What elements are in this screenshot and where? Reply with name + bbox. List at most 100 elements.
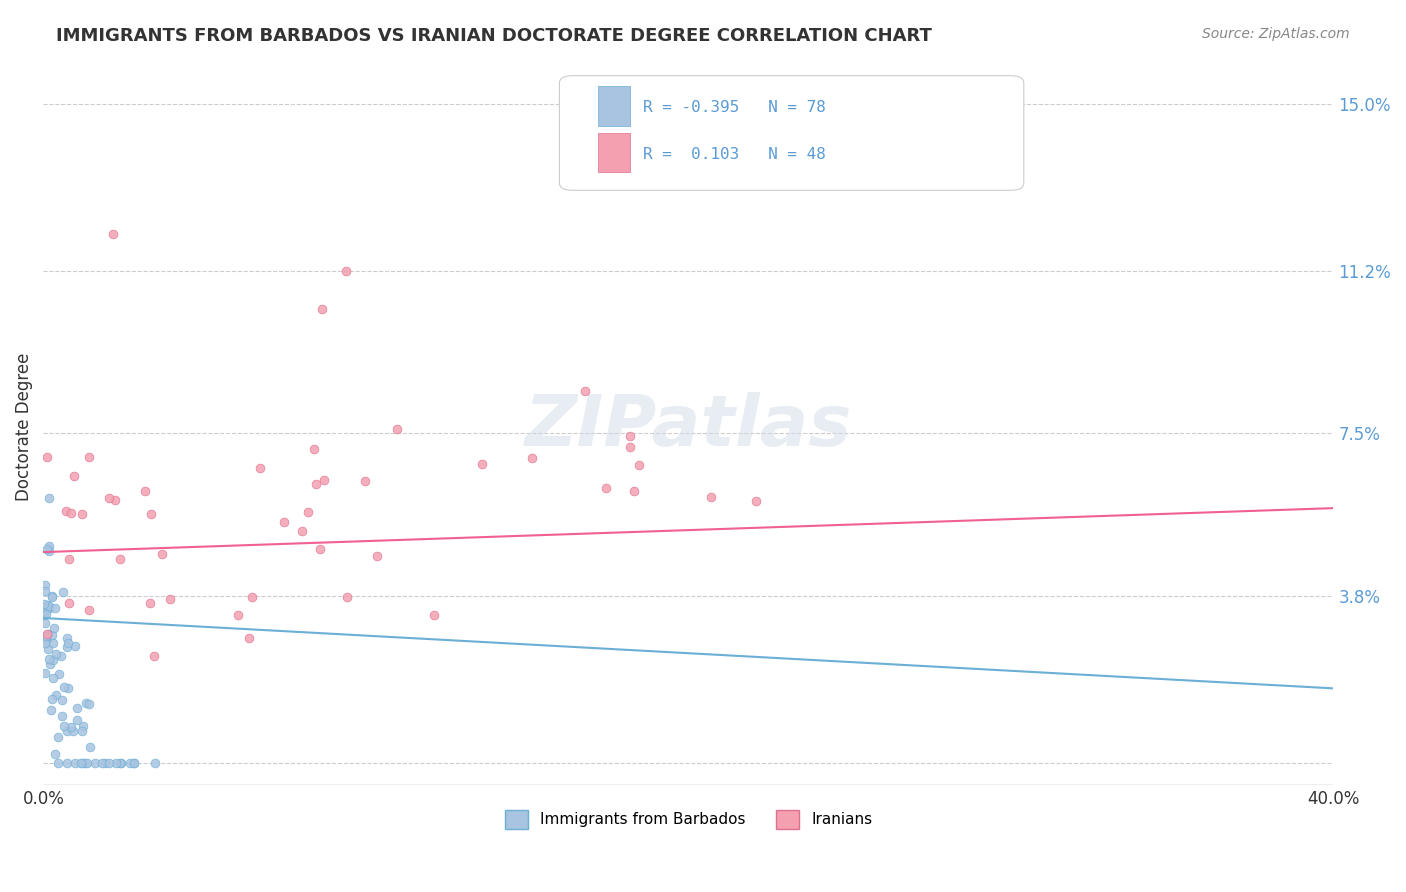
Point — [34, 578, 56, 592]
Point — [48, 731, 70, 745]
Point — [42, 621, 65, 635]
Point — [139, 507, 162, 521]
Point — [366, 549, 388, 563]
Point — [55, 504, 77, 518]
Point — [49, 648, 72, 663]
Point — [35, 450, 58, 465]
Point — [42, 653, 65, 667]
Point — [44, 601, 66, 615]
Point — [48, 667, 70, 681]
Y-axis label: Doctorate Degree: Doctorate Degree — [15, 352, 32, 501]
Point — [110, 552, 132, 566]
Point — [38, 491, 60, 506]
Point — [51, 693, 73, 707]
Point — [34, 605, 56, 619]
Point — [104, 756, 127, 771]
Point — [44, 688, 66, 702]
Point — [38, 544, 60, 558]
Text: ZIPatlas: ZIPatlas — [524, 392, 852, 461]
Point — [44, 747, 66, 762]
Point — [32, 607, 55, 622]
Point — [41, 590, 63, 604]
Point — [45, 648, 67, 662]
Point — [35, 626, 58, 640]
Point — [37, 632, 59, 646]
Point — [110, 756, 132, 771]
Point — [98, 756, 121, 771]
Point — [297, 504, 319, 518]
Point — [41, 589, 63, 603]
Point — [77, 450, 100, 464]
Point — [75, 756, 97, 771]
Point — [273, 516, 295, 530]
Point — [41, 691, 63, 706]
Point — [38, 657, 60, 672]
Point — [143, 648, 166, 663]
Point — [56, 636, 79, 650]
Point — [46, 756, 69, 771]
Point — [58, 552, 80, 566]
Point — [51, 709, 73, 723]
Point — [56, 681, 79, 695]
Point — [103, 227, 125, 241]
Point — [38, 600, 60, 615]
Point — [314, 473, 336, 487]
Point — [226, 607, 249, 622]
FancyBboxPatch shape — [598, 87, 630, 126]
Point — [242, 590, 264, 604]
Point — [52, 585, 75, 599]
Point — [42, 671, 65, 685]
Point — [35, 607, 58, 622]
Point — [423, 608, 446, 623]
Point — [249, 461, 271, 475]
Point — [143, 756, 166, 771]
Point — [37, 601, 59, 615]
Point — [120, 756, 142, 771]
Point — [97, 491, 120, 505]
Legend: Immigrants from Barbados, Iranians: Immigrants from Barbados, Iranians — [499, 804, 879, 835]
Point — [84, 756, 107, 771]
Point — [34, 584, 56, 599]
FancyBboxPatch shape — [598, 133, 630, 172]
Point — [122, 756, 145, 771]
Point — [336, 590, 359, 604]
Point — [76, 756, 98, 771]
Point — [595, 481, 617, 495]
Point — [94, 756, 117, 771]
Point — [58, 596, 80, 610]
Point — [619, 428, 641, 442]
Point — [159, 592, 181, 607]
Point — [56, 756, 79, 771]
Point — [34, 632, 56, 647]
Point — [62, 724, 84, 739]
Point — [305, 477, 328, 491]
Point — [52, 719, 75, 733]
Point — [37, 541, 59, 556]
Text: R = -0.395   N = 78: R = -0.395 N = 78 — [644, 101, 827, 115]
Point — [104, 493, 127, 508]
Point — [66, 700, 89, 714]
Point — [77, 697, 100, 711]
Point — [35, 629, 58, 643]
Text: R =  0.103   N = 48: R = 0.103 N = 48 — [644, 147, 827, 162]
Point — [335, 264, 357, 278]
Point — [72, 718, 94, 732]
Point — [353, 474, 375, 488]
Point — [471, 457, 494, 471]
Point — [34, 616, 56, 631]
FancyBboxPatch shape — [560, 76, 1024, 190]
Point — [291, 524, 314, 539]
Point — [520, 451, 543, 466]
Point — [39, 703, 62, 717]
Point — [66, 714, 89, 728]
Point — [122, 756, 145, 771]
Point — [139, 596, 162, 610]
Point — [309, 542, 332, 557]
Point — [238, 632, 260, 646]
Point — [55, 723, 77, 738]
Point — [63, 639, 86, 653]
Point — [70, 756, 93, 771]
Point — [34, 665, 56, 680]
Point — [387, 422, 409, 436]
Point — [627, 458, 650, 473]
